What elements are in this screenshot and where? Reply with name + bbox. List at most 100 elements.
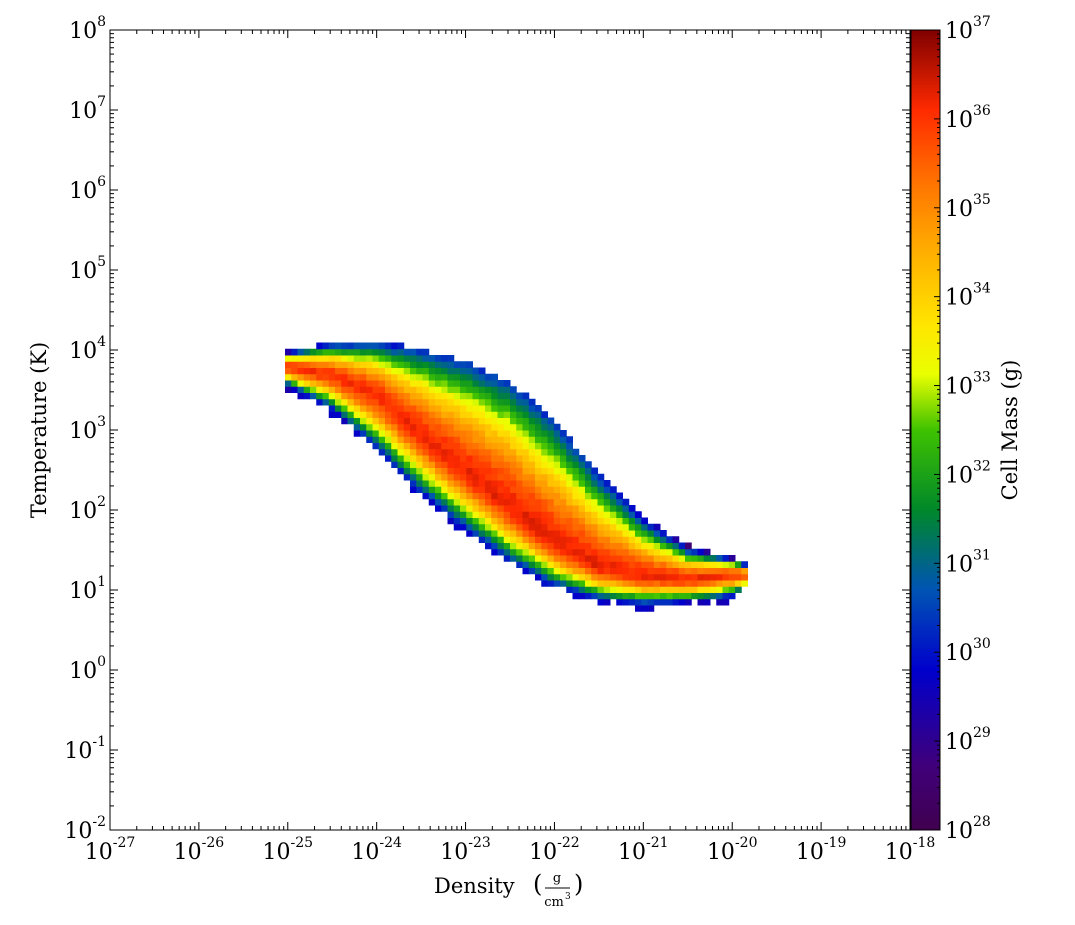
heatmap-cell [497, 411, 505, 418]
heatmap-cell [535, 511, 542, 518]
heatmap-cell [303, 380, 311, 387]
heatmap-cell [291, 380, 298, 387]
heatmap-cell [660, 536, 667, 543]
heatmap-cell [585, 536, 592, 543]
heatmap-cell [366, 348, 373, 356]
heatmap-cell [603, 542, 611, 550]
heatmap-cell [641, 592, 648, 600]
heatmap-cell [372, 436, 380, 443]
heatmap-cell [666, 573, 673, 581]
heatmap-cell [410, 386, 417, 393]
heatmap-cell [722, 586, 730, 593]
heatmap-cell [510, 555, 517, 562]
heatmap-cell [335, 398, 342, 406]
heatmap-cell [497, 536, 505, 543]
colorbar-label: Cell Mass (g) [998, 360, 1022, 501]
heatmap-cell [397, 373, 405, 381]
heatmap-cell [547, 417, 555, 425]
heatmap-cell [410, 367, 417, 375]
heatmap-cell [466, 448, 473, 456]
heatmap-cell [435, 380, 442, 387]
heatmap-cell [410, 423, 417, 431]
colorbar-tick-label-exp: 37 [973, 14, 991, 30]
heatmap-cell [347, 411, 355, 418]
heatmap-cell [528, 405, 536, 412]
heatmap-cell [403, 461, 411, 468]
heatmap-cell [447, 467, 455, 475]
heatmap-cell [528, 530, 536, 537]
heatmap-cell [616, 498, 623, 506]
heatmap-cell [522, 523, 530, 531]
heatmap-cell [491, 386, 498, 393]
colorbar-tick-label-base: 10 [945, 819, 973, 844]
heatmap-cell [285, 367, 292, 375]
heatmap-cell [497, 461, 505, 468]
heatmap-cell [341, 380, 348, 387]
heatmap-cell [547, 511, 555, 518]
heatmap-cell [460, 492, 467, 500]
heatmap-cell [310, 392, 317, 400]
heatmap-cell [560, 498, 567, 506]
heatmap-cell [703, 598, 711, 606]
y-tick-label-exp: 1 [97, 574, 106, 590]
heatmap-cell [685, 580, 692, 587]
heatmap-cell [566, 480, 573, 487]
heatmap-cell [566, 455, 573, 462]
heatmap-cell [560, 486, 567, 493]
heatmap-cell [653, 580, 661, 587]
heatmap-cell [516, 411, 523, 418]
heatmap-cell [397, 417, 405, 425]
heatmap-cell [522, 486, 530, 493]
heatmap-cell [528, 430, 536, 437]
heatmap-cell [547, 498, 555, 506]
heatmap-cell [578, 548, 586, 556]
heatmap-cell [472, 492, 480, 500]
heatmap-cell [422, 436, 430, 443]
heatmap-cell [403, 380, 411, 387]
heatmap-cell [341, 417, 348, 425]
heatmap-cell [591, 492, 598, 500]
heatmap-cell [735, 573, 742, 581]
heatmap-cell [460, 373, 467, 381]
heatmap-cell [416, 392, 423, 400]
heatmap-cell [566, 573, 573, 581]
heatmap-cell [503, 467, 511, 475]
heatmap-cell [472, 392, 480, 400]
heatmap-cell [528, 442, 536, 450]
heatmap-cell [322, 398, 330, 406]
heatmap-cell [672, 573, 680, 581]
heatmap-cell [310, 355, 317, 362]
heatmap-cell [541, 498, 548, 506]
heatmap-cell [322, 380, 330, 387]
heatmap-cell [478, 367, 486, 375]
heatmap-cell [597, 523, 605, 531]
heatmap-cell [322, 342, 330, 350]
heatmap-cell [366, 411, 373, 418]
heatmap-cell [547, 486, 555, 493]
heatmap-cell [478, 442, 486, 450]
heatmap-cell [516, 511, 523, 518]
y-tick-label-exp: 2 [97, 494, 106, 510]
heatmap-cell [466, 436, 473, 443]
heatmap-cell [466, 486, 473, 493]
heatmap-cell [453, 367, 461, 375]
heatmap-cell [603, 505, 611, 512]
heatmap-cell [572, 517, 580, 525]
heatmap-cell [703, 586, 711, 593]
heatmap-cell [491, 373, 498, 381]
x-tick-label-exp: -23 [468, 835, 491, 851]
heatmap-cell [628, 548, 636, 556]
heatmap-cell [585, 498, 592, 506]
heatmap-cell [716, 586, 723, 593]
heatmap-cell [591, 480, 598, 487]
heatmap-cell [603, 573, 611, 581]
heatmap-cell [453, 405, 461, 412]
y-tick-label: 10 -1 [64, 734, 106, 764]
heatmap-cell [341, 386, 348, 393]
heatmap-cell [460, 486, 467, 493]
heatmap-cell [497, 542, 505, 550]
unit-denominator-exp: 3 [565, 892, 571, 902]
heatmap-cell [528, 411, 536, 418]
heatmap-cell [597, 542, 605, 550]
heatmap-cell [428, 486, 436, 493]
